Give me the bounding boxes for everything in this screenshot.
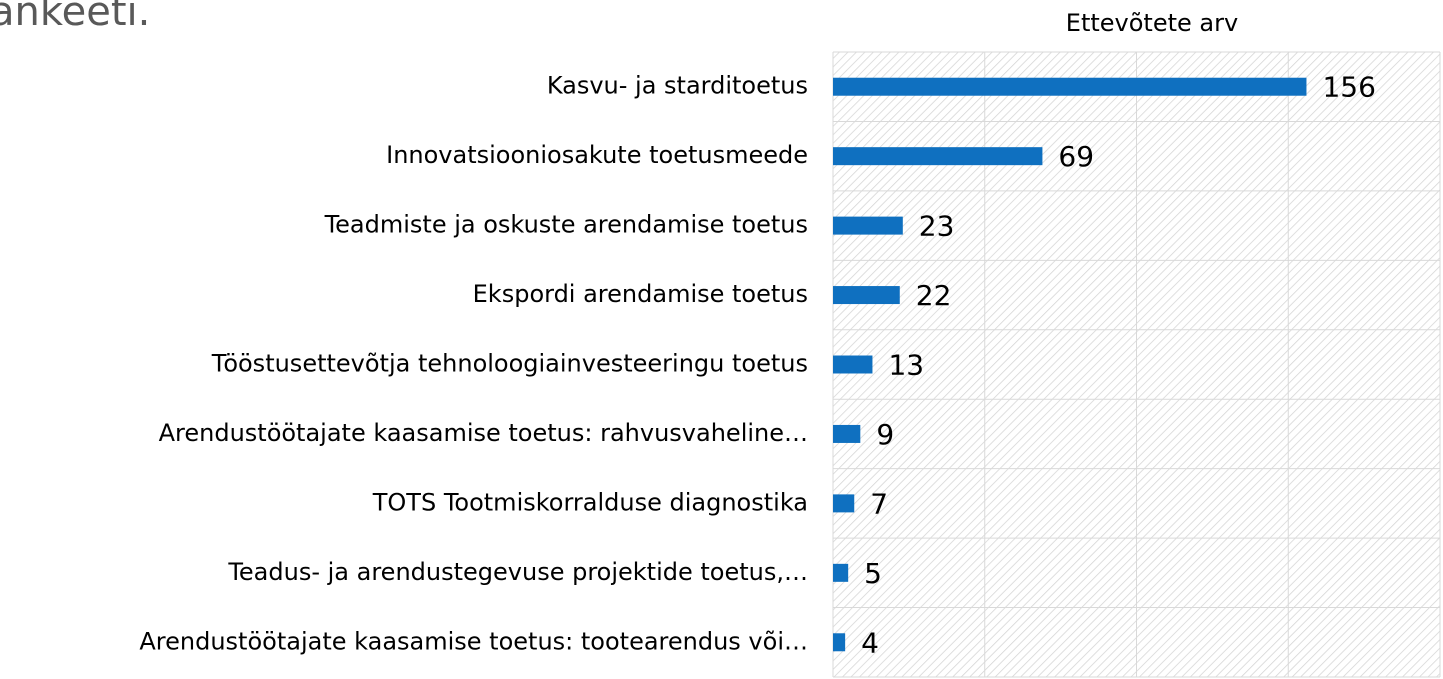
- y-tick-label: TOTS Tootmiskorralduse diagnostika: [372, 488, 808, 516]
- y-tick-label: Teadmiste ja oskuste arendamise toetus: [324, 211, 808, 239]
- data-label: 156: [1322, 71, 1375, 104]
- bar: [833, 633, 846, 652]
- bar: [833, 424, 861, 443]
- y-tick-label: Teadus- ja arendustegevuse projektide to…: [227, 558, 808, 586]
- y-tick-label: Tööstusettevõtja tehnoloogiainvesteering…: [211, 350, 808, 378]
- y-tick-label: Ekspordi arendamise toetus: [473, 280, 808, 308]
- data-label: 7: [870, 487, 888, 520]
- chart-title: ankeeti.: [0, 0, 150, 35]
- data-label: 4: [861, 626, 879, 659]
- data-label: 5: [864, 557, 882, 590]
- data-label: 9: [876, 418, 894, 451]
- bar: [833, 286, 900, 305]
- bar: [833, 147, 1043, 166]
- bar: [833, 563, 849, 582]
- axis-title: Ettevõtete arv: [1066, 9, 1238, 37]
- bar: [833, 77, 1307, 96]
- bar: [833, 355, 873, 374]
- y-tick-label: Arendustöötajate kaasamise toetus: rahvu…: [159, 419, 808, 447]
- data-label: 69: [1058, 140, 1094, 173]
- y-tick-label: Innovatsiooniosakute toetusmeede: [386, 141, 808, 169]
- bar: [833, 216, 903, 235]
- y-tick-label: Kasvu- ja starditoetus: [547, 72, 808, 100]
- bar: [833, 494, 855, 513]
- data-label: 13: [888, 349, 924, 382]
- y-tick-label: Arendustöötajate kaasamise toetus: toote…: [139, 627, 808, 655]
- data-label: 22: [916, 279, 952, 312]
- data-label: 23: [919, 210, 955, 243]
